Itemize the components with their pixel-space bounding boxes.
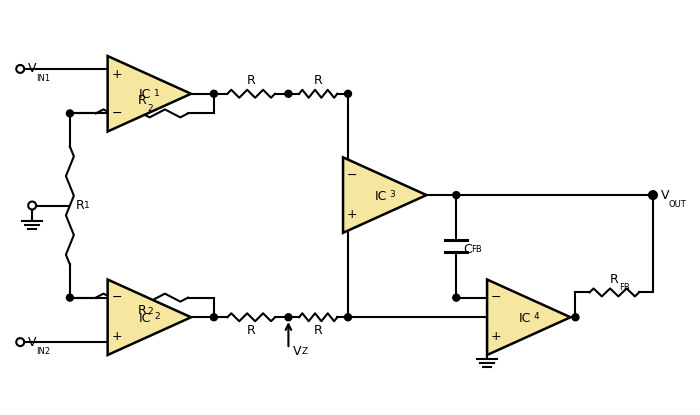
Text: FB: FB (620, 283, 630, 293)
Circle shape (572, 314, 579, 321)
Text: IN2: IN2 (36, 347, 50, 356)
Text: R: R (137, 94, 146, 107)
Polygon shape (108, 56, 191, 132)
Text: V: V (28, 62, 36, 76)
Text: V: V (661, 188, 669, 202)
Circle shape (66, 110, 74, 117)
Polygon shape (487, 280, 570, 355)
Text: +: + (346, 208, 357, 221)
Circle shape (66, 294, 74, 301)
Text: 1: 1 (84, 200, 90, 210)
Text: R: R (137, 304, 146, 317)
Text: +: + (111, 68, 122, 81)
Text: IC: IC (139, 312, 152, 325)
Text: 2: 2 (154, 312, 160, 321)
Polygon shape (343, 157, 426, 233)
Text: R: R (314, 74, 323, 87)
Text: +: + (111, 330, 122, 343)
Circle shape (649, 191, 657, 199)
Circle shape (650, 192, 657, 198)
Circle shape (453, 192, 460, 198)
Text: C: C (463, 243, 472, 256)
Text: Z: Z (301, 347, 307, 356)
Text: −: − (491, 291, 501, 304)
Text: IC: IC (374, 190, 387, 203)
Circle shape (211, 314, 218, 321)
Text: OUT: OUT (669, 200, 687, 209)
Text: IC: IC (139, 88, 152, 101)
Text: R: R (610, 273, 619, 286)
Text: FB: FB (471, 245, 482, 254)
Text: R: R (76, 199, 85, 212)
Circle shape (285, 90, 292, 97)
Circle shape (285, 314, 292, 321)
Text: 2: 2 (147, 307, 153, 315)
Text: R: R (247, 74, 256, 87)
Circle shape (16, 65, 25, 73)
Circle shape (211, 90, 218, 97)
Text: −: − (346, 169, 357, 182)
Text: V: V (28, 336, 36, 349)
Text: −: − (111, 107, 122, 120)
Text: IN1: IN1 (36, 74, 50, 83)
Circle shape (28, 202, 36, 210)
Text: 3: 3 (390, 190, 395, 199)
Text: R: R (314, 324, 323, 337)
Circle shape (344, 314, 351, 321)
Text: IC: IC (519, 312, 531, 325)
Circle shape (453, 294, 460, 301)
Text: −: − (111, 291, 122, 304)
Text: 2: 2 (147, 105, 153, 113)
Text: +: + (491, 330, 501, 343)
Text: 1: 1 (154, 89, 160, 98)
Text: V: V (293, 344, 302, 358)
Polygon shape (108, 280, 191, 355)
Circle shape (16, 338, 25, 346)
Text: R: R (247, 324, 256, 337)
Circle shape (344, 90, 351, 97)
Text: 4: 4 (534, 312, 540, 321)
